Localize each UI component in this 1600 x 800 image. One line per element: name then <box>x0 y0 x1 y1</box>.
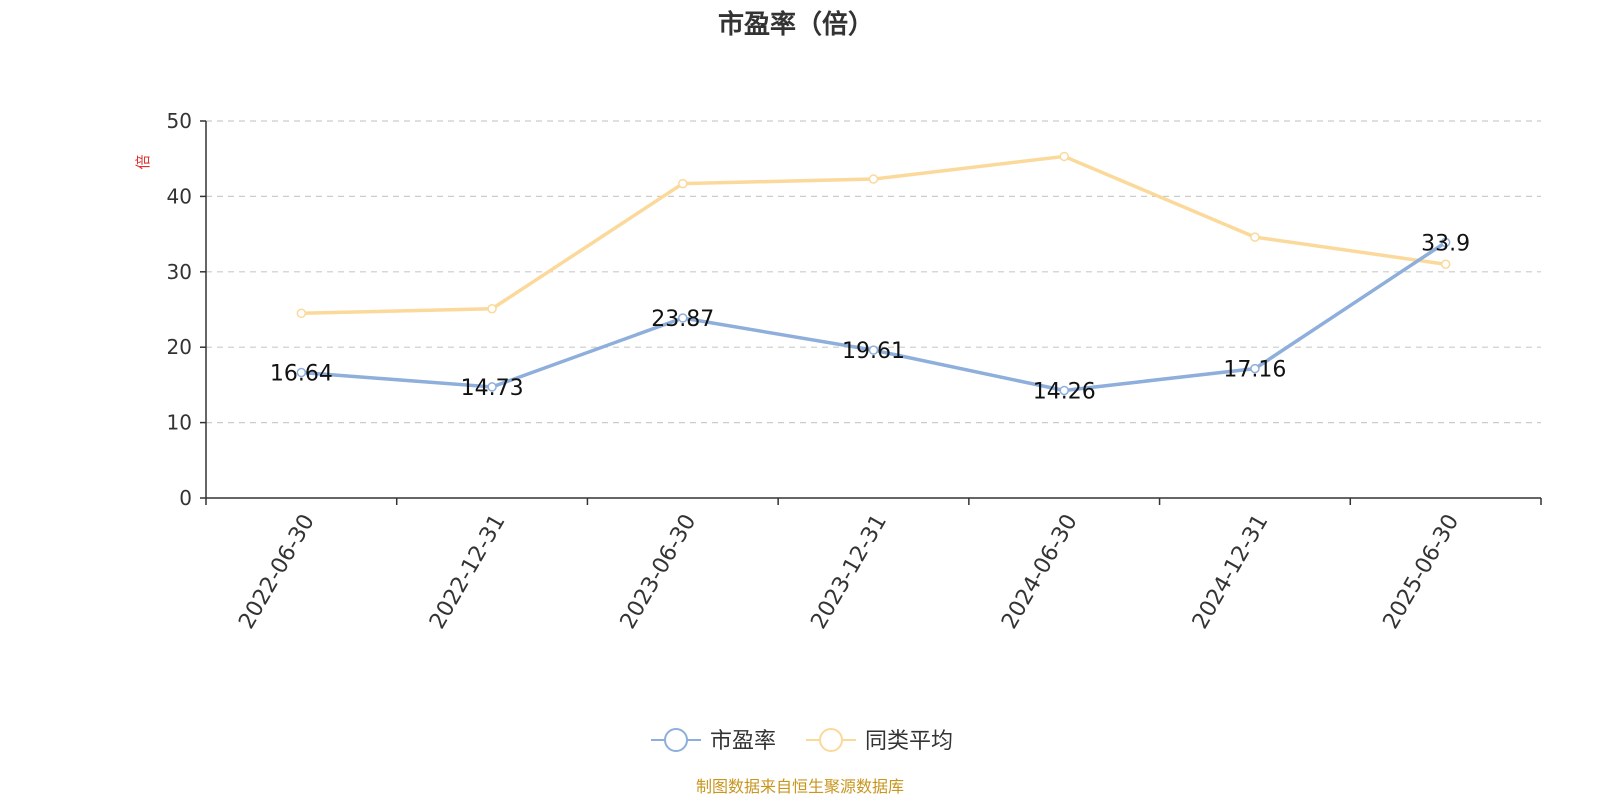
source-note: 制图数据来自恒生聚源数据库 <box>696 777 904 796</box>
data-point <box>868 345 879 355</box>
legend-label: 市盈率 <box>710 729 776 754</box>
data-point <box>868 174 879 184</box>
chart-title: 市盈率（倍） <box>718 9 874 40</box>
axes: 0 10 20 30 40 50 2022-06-30 2022-12-31 2023-06-3… <box>167 109 1542 633</box>
x-tick-label: 2025-06-30 <box>1379 510 1465 633</box>
y-tick-label: 20 <box>167 335 192 359</box>
data-point <box>678 313 688 323</box>
x-tick-label: 2022-06-30 <box>234 510 320 633</box>
data-point <box>1250 232 1260 242</box>
legend-marker <box>819 728 843 752</box>
data-point <box>487 303 497 314</box>
y-tick-label: 30 <box>167 260 192 284</box>
data-point <box>296 308 307 319</box>
data-label: 14.26 <box>1033 379 1096 404</box>
data-point <box>1440 237 1451 248</box>
data-label: 19.61 <box>842 339 905 364</box>
legend-item[interactable]: 市盈率 <box>651 728 776 754</box>
grid-lines <box>206 120 1541 424</box>
legend-marker <box>664 728 688 752</box>
legend-item[interactable]: 同类平均 <box>806 728 953 754</box>
data-point <box>1440 259 1451 270</box>
legend[interactable]: 市盈率 同类平均 <box>651 728 953 754</box>
y-tick-label: 0 <box>179 486 192 510</box>
data-point <box>296 367 307 378</box>
x-tick-label: 2024-12-31 <box>1188 510 1274 633</box>
data-label: 14.73 <box>461 376 524 401</box>
series-layer <box>296 151 1451 396</box>
y-axis-unit: 倍 <box>134 154 152 169</box>
data-point <box>1250 363 1260 374</box>
data-label: 17.16 <box>1223 358 1286 383</box>
data-label: 33.9 <box>1421 231 1470 256</box>
y-tick-label: 50 <box>167 109 192 133</box>
data-label: 16.64 <box>270 362 333 387</box>
data-point <box>487 382 497 392</box>
data-point <box>1059 151 1069 162</box>
data-point <box>1059 385 1069 396</box>
y-tick-label: 40 <box>167 184 192 208</box>
data-labels: 16.64 14.73 23.87 19.61 14.26 17.16 33.9 <box>270 231 1470 404</box>
data-label: 23.87 <box>651 307 714 332</box>
y-tick-label: 10 <box>167 411 192 435</box>
x-tick-label: 2024-06-30 <box>997 510 1083 633</box>
legend-label: 同类平均 <box>865 729 953 754</box>
x-tick-label: 2023-06-30 <box>616 510 702 633</box>
x-tick-label: 2023-12-31 <box>806 510 892 633</box>
data-point <box>678 178 688 189</box>
x-tick-label: 2022-12-31 <box>425 510 511 633</box>
